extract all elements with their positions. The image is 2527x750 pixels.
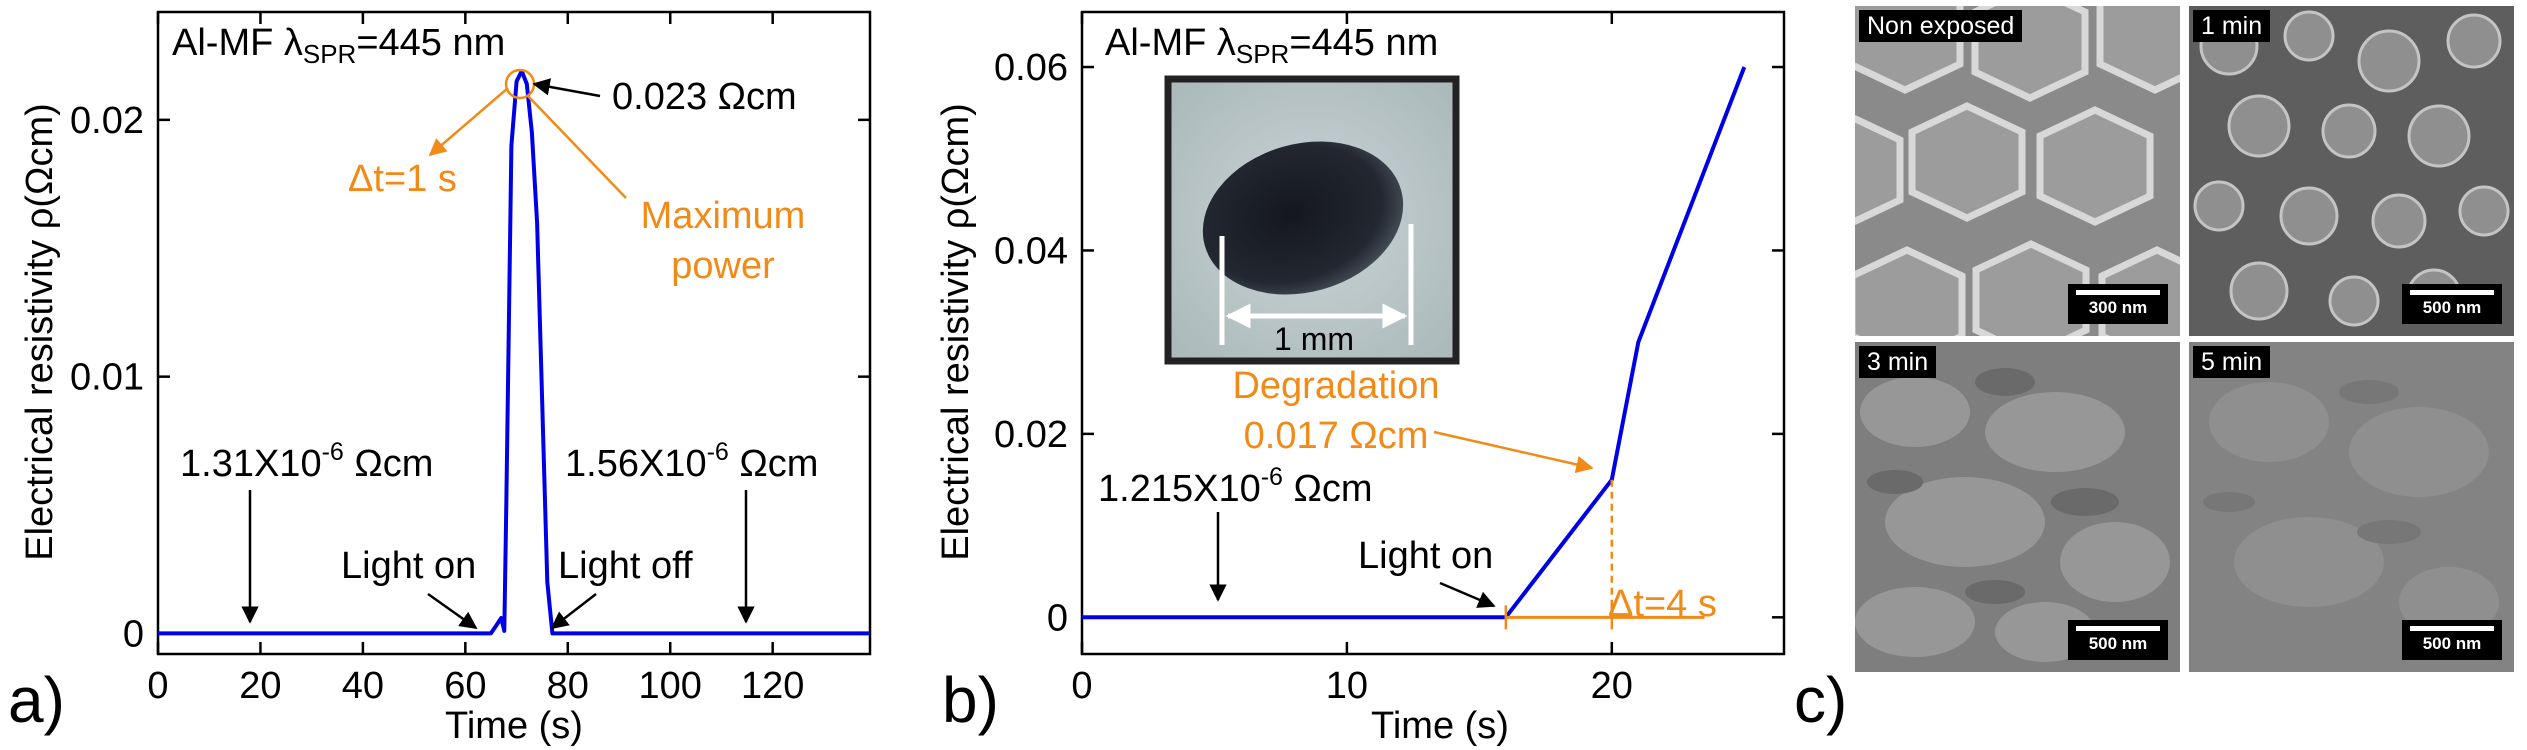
panel-b-x-ticks: 0 10 20 — [1071, 12, 1633, 707]
sem-label: Non exposed — [1859, 10, 2023, 42]
panel-b: 0 10 20 0 0.02 0.04 0.06 Time (s) Electrical … — [935, 10, 1786, 747]
sem-label: 5 min — [2193, 346, 2271, 378]
scale-bar: 500 nm — [2402, 620, 2502, 660]
x-tick-label: 20 — [239, 665, 281, 707]
x-tick-label: 120 — [741, 665, 804, 707]
scale-bar: 300 nm — [2068, 284, 2168, 324]
scale-bar-label: 500 nm — [2088, 634, 2148, 653]
panel-a-y-ticks: 0 0.01 0.02 — [70, 100, 870, 655]
panel-b-degradation-value: 0.017 Ωcm — [1244, 415, 1429, 457]
scale-bar-label: 500 nm — [2422, 298, 2482, 317]
panel-a-peak-value: 0.023 Ωcm — [612, 76, 797, 118]
panel-a-right-exp: -6 — [707, 438, 729, 466]
sem-image-non-exposed: Non exposed 300 nm — [1855, 6, 2180, 336]
panel-a-title-lambda: λ — [284, 22, 303, 64]
panel-a-light-off-arrow — [550, 593, 597, 630]
y-tick-label: 0.04 — [994, 230, 1068, 272]
panel-b-label: b) — [942, 664, 999, 736]
panel-a-left-unit: Ωcm — [344, 443, 434, 485]
panel-a-left-base: 1.31X10 — [180, 443, 322, 485]
panel-a-delta-t: Δt=1 s — [348, 158, 457, 200]
panel-b-baseline: 1.215X10-6 Ωcm — [1098, 463, 1373, 510]
panel-a-title-sub: SPR — [303, 39, 356, 69]
degraded-spot — [1202, 141, 1404, 295]
panel-a-light-on: Light on — [341, 545, 476, 587]
panel-b-title-sub: SPR — [1236, 39, 1289, 69]
panel-b-degradation-arrow — [1433, 430, 1594, 474]
panel-b-title-lambda: λ — [1217, 22, 1236, 64]
panel-a-x-label: Time (s) — [445, 705, 583, 747]
x-tick-label: 80 — [547, 665, 589, 707]
x-tick-label: 20 — [1591, 665, 1633, 707]
panel-a-right-baseline: 1.56X10-6 Ωcm — [565, 438, 818, 485]
sem-label: 3 min — [1859, 346, 1937, 378]
x-tick-label: 40 — [342, 665, 384, 707]
panel-b-title-main: Al-MF — [1105, 22, 1217, 64]
panel-b-degradation: Degradation — [1232, 365, 1439, 407]
sem-panel-c-label-group: c) — [1794, 664, 1847, 736]
y-tick-label: 0 — [123, 613, 144, 655]
y-tick-label: 0 — [1047, 597, 1068, 639]
panel-a-light-off: Light off — [558, 545, 693, 587]
panel-b-x-label: Time (s) — [1371, 705, 1509, 747]
panel-b-exp: -6 — [1261, 463, 1283, 491]
panel-a-peak-arrow — [532, 78, 601, 98]
y-tick-label: 0.01 — [70, 357, 144, 399]
panel-b-title-rest: =445 nm — [1289, 22, 1438, 64]
panel-a-light-on-arrow — [427, 592, 478, 630]
panel-c: Non exposed 300 nm 1 min 500 nm — [1855, 0, 2520, 672]
y-tick-label: 0.06 — [994, 47, 1068, 89]
panel-a-title-rest: =445 nm — [356, 22, 505, 64]
panel-b-unit: Ωcm — [1283, 468, 1373, 510]
panel-a-plot-frame — [156, 10, 872, 656]
panel-b-light-on: Light on — [1358, 535, 1493, 577]
x-tick-label: 0 — [147, 665, 168, 707]
panel-a-right-unit: Ωcm — [729, 443, 819, 485]
panel-b-plot-frame — [1080, 10, 1786, 656]
panel-b-y-label: Electrical resistivity ρ(Ωcm) — [935, 103, 977, 560]
panel-b-y-ticks: 0 0.02 0.04 0.06 — [994, 47, 1784, 639]
sem-image-3-min: 3 min 500 nm — [1855, 342, 2180, 672]
x-tick-label: 0 — [1071, 665, 1092, 707]
x-tick-label: 60 — [444, 665, 486, 707]
sem-label: 1 min — [2193, 10, 2271, 42]
panel-b-title: Al-MF λSPR=445 nm — [1105, 22, 1438, 69]
panel-b-inset-photo: 1 mm — [1164, 75, 1460, 365]
x-tick-label: 10 — [1326, 665, 1368, 707]
smooth-texture — [2189, 342, 2514, 672]
panel-a-right-base: 1.56X10 — [565, 443, 707, 485]
y-tick-label: 0.02 — [994, 414, 1068, 456]
panel-a-left-baseline: 1.31X10-6 Ωcm — [180, 438, 433, 485]
inset-scale-label: 1 mm — [1274, 321, 1354, 357]
sem-image-1-min: 1 min 500 nm — [2189, 6, 2514, 336]
panel-c-label: c) — [1794, 664, 1847, 736]
panel-a-label: a) — [8, 664, 65, 736]
panel-a-max-power-2: power — [671, 245, 775, 287]
panel-a-x-ticks: 0 20 40 60 80 100 120 — [147, 12, 804, 707]
scale-bar-label: 500 nm — [2422, 634, 2482, 653]
y-tick-label: 0.02 — [70, 100, 144, 142]
panel-a-title: Al-MF λSPR=445 nm — [172, 22, 505, 69]
panel-a-y-label: Electrical resistivity ρ(Ωcm) — [19, 103, 61, 560]
panel-a-max-power-arrow — [527, 95, 627, 199]
panel-a-title-main: Al-MF — [172, 22, 284, 64]
scale-bar: 500 nm — [2068, 620, 2168, 660]
panel-b-series-line — [1082, 66, 1747, 620]
scale-bar: 500 nm — [2402, 284, 2502, 324]
panel-b-light-on-arrow — [1439, 581, 1496, 608]
panel-a-delta-arrow — [428, 87, 509, 157]
panel-a: 0 20 40 60 80 100 120 0 0.01 0.02 Time (s) Elect… — [8, 10, 872, 747]
rough-texture — [1855, 342, 2180, 672]
panel-b-base: 1.215X10 — [1098, 468, 1261, 510]
scale-bar-label: 300 nm — [2088, 298, 2148, 317]
panel-a-left-exp: -6 — [322, 438, 344, 466]
panel-a-series-line — [158, 69, 870, 636]
panel-a-max-power-1: Maximum — [641, 195, 806, 237]
sem-image-5-min: 5 min 500 nm — [2189, 342, 2514, 672]
x-tick-label: 100 — [639, 665, 702, 707]
panel-b-delta-t: Δt=4 s — [1608, 583, 1717, 625]
